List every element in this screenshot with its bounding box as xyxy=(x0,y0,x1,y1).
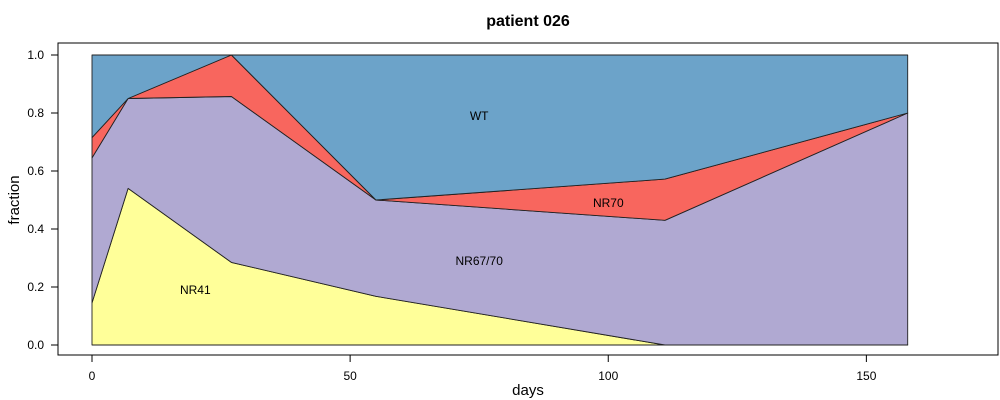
x-tick-label: 0 xyxy=(89,369,96,383)
area-label-nr70: NR70 xyxy=(593,196,624,210)
area-label-nr67-70: NR67/70 xyxy=(456,254,504,268)
x-axis: 0 50 100 150 xyxy=(89,354,877,383)
x-tick-label: 150 xyxy=(856,369,876,383)
y-tick-label: 0.0 xyxy=(27,338,44,352)
x-tick-label: 50 xyxy=(343,369,357,383)
area-label-nr41: NR41 xyxy=(180,283,211,297)
x-tick-label: 100 xyxy=(598,369,618,383)
y-tick-label: 0.6 xyxy=(27,164,44,178)
area-label-wt: WT xyxy=(470,109,489,123)
y-axis: 0.0 0.2 0.4 0.6 0.8 1.0 xyxy=(27,48,59,352)
x-axis-title: days xyxy=(512,382,544,399)
y-tick-label: 0.2 xyxy=(27,280,44,294)
area-labels: NR41 NR67/70 NR70 WT xyxy=(180,109,624,297)
y-tick-label: 0.8 xyxy=(27,106,44,120)
chart-title: patient 026 xyxy=(486,13,570,30)
area-layers xyxy=(91,54,909,346)
y-axis-title: fraction xyxy=(6,175,23,224)
area-wt xyxy=(91,54,909,201)
y-tick-label: 0.4 xyxy=(27,222,44,236)
y-tick-label: 1.0 xyxy=(27,48,44,62)
